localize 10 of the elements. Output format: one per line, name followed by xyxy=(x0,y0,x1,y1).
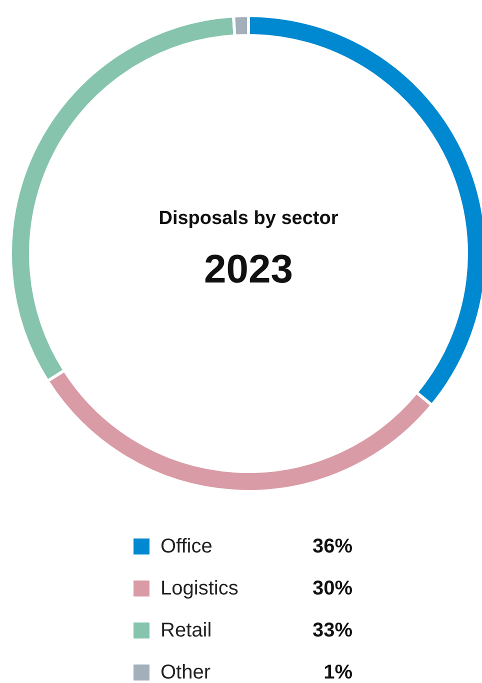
data-label: 36% xyxy=(312,536,353,558)
data-label: 30% xyxy=(312,578,353,600)
data-label: 33% xyxy=(312,620,353,642)
legend-label: Retail xyxy=(160,620,212,642)
legend-label: Office xyxy=(160,536,212,558)
legend-label: Other xyxy=(160,662,211,683)
text: 2023 xyxy=(204,248,293,292)
legend-label: Logistics xyxy=(160,578,238,600)
data-label: 1% xyxy=(324,662,353,683)
text: Disposals by sector xyxy=(158,208,339,229)
